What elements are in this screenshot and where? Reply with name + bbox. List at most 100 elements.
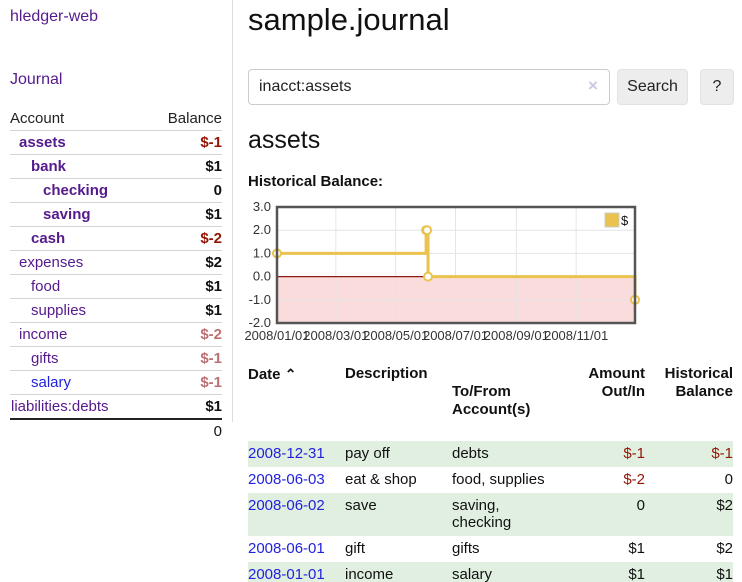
- date-column-header[interactable]: Date ⌃: [248, 366, 297, 383]
- date-cell: 2008-12-31: [248, 441, 345, 467]
- account-balance: $1: [205, 302, 222, 319]
- balance-column-header: Balance: [167, 109, 222, 127]
- account-link[interactable]: liabilities:debts: [11, 398, 109, 415]
- amount-cell: $1: [628, 540, 645, 557]
- account-link[interactable]: salary: [31, 374, 72, 391]
- account-row: food $1: [10, 274, 222, 298]
- date-link[interactable]: 2008-06-03: [248, 471, 325, 488]
- table-row: 2008-12-31 pay off debts $-1 $-1: [248, 441, 733, 467]
- description-cell: eat & shop: [345, 471, 417, 488]
- account-link[interactable]: gifts: [31, 350, 59, 367]
- account-balance: $-2: [200, 230, 222, 247]
- balance-cell: $2: [716, 540, 733, 557]
- account-row: expenses $2: [10, 250, 222, 274]
- balance-cell: $-1: [711, 445, 733, 462]
- accounts-column-header: To/From Account(s): [452, 383, 531, 418]
- accounts-cell: gifts: [452, 540, 480, 557]
- date-cell: 2008-01-01: [248, 562, 345, 582]
- search-form: × Search ?: [248, 69, 742, 105]
- account-row: bank $1: [10, 154, 222, 178]
- search-button[interactable]: Search: [617, 69, 688, 105]
- account-link[interactable]: assets: [19, 134, 66, 151]
- account-balance: $-1: [200, 134, 222, 151]
- account-balance: $-1: [200, 374, 222, 391]
- account-balance: 0: [213, 182, 222, 199]
- page-title: sample.journal: [248, 2, 450, 37]
- account-total-row: 0: [10, 418, 222, 442]
- date-cell: 2008-06-03: [248, 467, 345, 493]
- data-point-marker: [423, 271, 434, 282]
- description-cell: gift: [345, 540, 366, 557]
- account-link[interactable]: cash: [31, 230, 66, 247]
- account-balance: $1: [205, 158, 222, 175]
- balance-cell: 0: [724, 471, 733, 488]
- y-axis-label: 0.0: [253, 269, 271, 284]
- description-cell: save: [345, 497, 377, 514]
- y-axis-label: 1.0: [253, 245, 271, 260]
- account-row: cash $-2: [10, 226, 222, 250]
- x-axis-label: 2008/11/01: [544, 328, 608, 343]
- amount-cell: $1: [628, 566, 645, 582]
- clear-search-icon[interactable]: ×: [588, 76, 598, 95]
- help-button[interactable]: ?: [700, 69, 734, 105]
- app-title-link[interactable]: hledger-web: [10, 8, 99, 25]
- table-row: 2008-06-02 save saving, checking 0 $2: [248, 493, 733, 536]
- accounts-cell: salary: [452, 566, 493, 582]
- date-cell: 2008-06-01: [248, 536, 345, 562]
- account-balance: $-2: [200, 326, 222, 343]
- account-row: supplies $1: [10, 298, 222, 322]
- main-content: sample.journal × Search ? assets Histori…: [244, 0, 742, 582]
- accounts-cell: saving, checking: [452, 497, 512, 531]
- x-axis-label: 2008/07/01: [423, 328, 488, 343]
- date-link[interactable]: 2008-06-01: [248, 540, 325, 557]
- x-axis-label: 2008/05/01: [363, 328, 428, 343]
- account-column-header: Account: [10, 109, 65, 127]
- account-row: liabilities:debts $1: [10, 394, 222, 418]
- table-row: 2008-06-01 gift gifts $1 $2: [248, 536, 733, 562]
- account-balance: $1: [205, 206, 222, 223]
- balance-cell: $1: [716, 566, 733, 582]
- table-row: 2008-01-01 income salary $1 $1: [248, 562, 733, 582]
- account-row: salary $-1: [10, 370, 222, 394]
- account-link[interactable]: saving: [43, 206, 91, 223]
- account-link[interactable]: bank: [31, 158, 67, 175]
- balance-column-header: Historical Balance: [664, 365, 733, 400]
- legend-swatch: [604, 212, 620, 228]
- account-link[interactable]: expenses: [19, 254, 84, 271]
- total-balance: 0: [213, 422, 222, 440]
- account-link[interactable]: checking: [43, 182, 109, 199]
- y-axis-label: -1.0: [249, 292, 271, 307]
- historical-balance-chart: $3.0 2.0 1.0 0.0 -1.0 -2.0 2008/01/01 2008/03/0…: [240, 199, 742, 348]
- account-balance: $1: [205, 398, 222, 415]
- balance-cell: $2: [716, 497, 733, 514]
- data-point-marker: [422, 225, 433, 236]
- accounts-cell: food, supplies: [452, 471, 545, 488]
- amount-cell: $-2: [623, 471, 645, 488]
- account-link[interactable]: food: [31, 278, 61, 295]
- account-balance: $2: [205, 254, 222, 271]
- sidebar-item-journal[interactable]: Journal: [10, 71, 63, 88]
- account-row: income $-2: [10, 322, 222, 346]
- account-row: saving $1: [10, 202, 222, 226]
- account-link[interactable]: supplies: [31, 302, 87, 319]
- sidebar: hledger-web Journal Account Balance asse…: [0, 0, 233, 440]
- description-column-header: Description: [345, 365, 428, 382]
- account-heading: assets: [248, 126, 321, 154]
- account-link[interactable]: income: [19, 326, 68, 343]
- account-balance: $1: [205, 278, 222, 295]
- account-row: assets $-1: [10, 130, 222, 154]
- chart-title: Historical Balance:: [248, 173, 384, 190]
- x-axis-label: 2008/01/01: [244, 328, 309, 343]
- search-input[interactable]: [248, 69, 610, 105]
- amount-cell: 0: [636, 497, 645, 514]
- accounts-cell: debts: [452, 445, 489, 462]
- date-link[interactable]: 2008-06-02: [248, 497, 325, 514]
- account-table-header: Account Balance: [10, 106, 222, 130]
- date-link[interactable]: 2008-01-01: [248, 566, 325, 582]
- date-link[interactable]: 2008-12-31: [248, 445, 325, 462]
- register-table: Date ⌃ Description To/From Account(s) Amo…: [248, 363, 733, 582]
- description-cell: pay off: [345, 445, 390, 462]
- x-axis-label: 2008/09/01: [484, 328, 549, 343]
- y-axis-label: -2.0: [249, 315, 271, 330]
